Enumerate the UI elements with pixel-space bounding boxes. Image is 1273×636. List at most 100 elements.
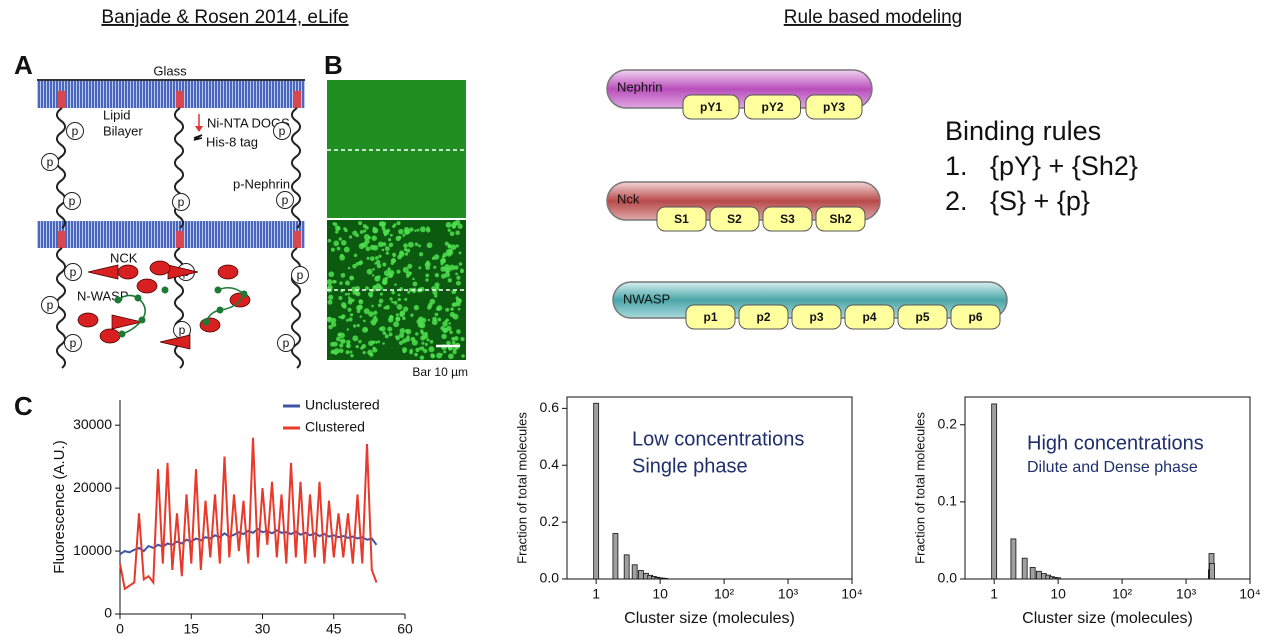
site-label: S3 [780,212,795,226]
condensate-dot [331,317,337,323]
site-label: p3 [809,310,823,324]
condensate-dot [358,260,363,265]
condensate-dot [372,267,375,271]
phospho-circle [41,296,59,314]
condensate-dot [425,265,431,271]
bar [1055,577,1062,580]
condensate-dot [345,280,351,286]
condensate-dot [419,355,425,360]
condensate-dot [353,253,358,258]
condensate-dot [393,300,398,305]
condensate-dot [456,275,461,280]
condensate-dot [351,298,355,302]
site [682,94,740,120]
condensate-dot [426,242,433,249]
condensate-dot [352,324,357,328]
condensate-dot [330,350,335,355]
condensate-dot [377,303,382,308]
x-axis-label: Cluster size (molecules) [1022,610,1193,627]
condensate-dot [443,327,448,333]
rule-text: {S} + {p} [990,186,1090,216]
condensate-dot [349,350,353,354]
nck-domain [159,334,191,350]
condensate-dot [328,271,335,278]
condensate-dot [398,340,403,345]
phospho-label: p [283,336,290,350]
phospho-circle [273,122,291,140]
rule-number: 2. [945,186,968,216]
condensate-dot [450,307,453,311]
y-tick-label: 0.2 [938,415,958,431]
condensate-dot [445,307,450,312]
condensate-dot [358,221,363,226]
condensate-dot [458,262,463,266]
condensate-dot [369,352,374,357]
condensate-dot [375,283,382,289]
site-label: p5 [915,310,929,324]
condensate-dot [418,244,421,248]
condensate-dot [455,230,460,236]
condensate-dot [448,353,454,360]
site [656,206,707,232]
condensate-dot [435,306,441,311]
condensate-dot [455,244,459,248]
site [791,304,842,330]
condensate-dot [386,228,391,233]
header-left: Banjade & Rosen 2014, eLife [101,7,348,28]
condensate-dot [339,254,346,261]
condensate-dot [456,329,461,334]
condensate-dot [333,222,338,227]
condensate-dot [367,235,371,240]
y-axis-label: Fraction of total molecules [912,412,927,564]
bar [623,554,630,580]
site-label: p4 [862,310,876,324]
condensate-dot [453,265,459,270]
condensate-dot [414,352,418,357]
molecule-name: Nephrin [617,79,663,94]
condensate-dot [445,221,452,228]
condensate-dot [366,256,370,260]
condensate-dot [447,228,451,232]
condensate-dot [378,254,382,258]
anchor-lipid [176,231,184,248]
condensate-dot [338,237,342,241]
condensate-dot [401,338,407,344]
condensate-dot [406,248,411,253]
condensate-dot [327,238,332,243]
nephrin-tether [56,107,66,229]
series-line [119,437,378,591]
condensate-dot [340,302,347,308]
label: NCK [110,250,138,265]
condensate-dot [449,231,455,237]
nck-sh3 [199,317,221,333]
condensate-dot [327,317,331,321]
condensate-dot [368,340,374,347]
condensate-dot [332,341,338,347]
condensate-dot [333,240,340,247]
site-label: p2 [756,310,770,324]
label: Ni-NTA DOGS [207,115,290,130]
nephrin-tether [56,247,66,369]
bar [1035,570,1042,580]
x-tick-label: 0 [116,621,124,636]
condensate-dot [450,244,457,250]
molecule-name: Nck [617,191,640,206]
condensate-dot [346,343,351,349]
condensate-dot [454,219,461,226]
x-tick-label: 15 [183,621,199,636]
condensate-dot [377,241,384,248]
condensate-dot [349,313,354,317]
condensate-dot [397,254,402,260]
condensate-dot [421,341,425,345]
condensate-dot [399,327,406,334]
condensate-dot [425,273,430,278]
condensate-dot [373,285,377,288]
condensate-dot [336,246,341,251]
label: His-8 tag [206,134,258,149]
annotation: High concentrations [1027,432,1204,454]
site-label: pY2 [761,100,783,114]
y-tick-label: 30000 [73,416,112,432]
condensate-dot [426,338,430,342]
condensate-dot [382,262,387,267]
condensate-dot [457,307,461,311]
